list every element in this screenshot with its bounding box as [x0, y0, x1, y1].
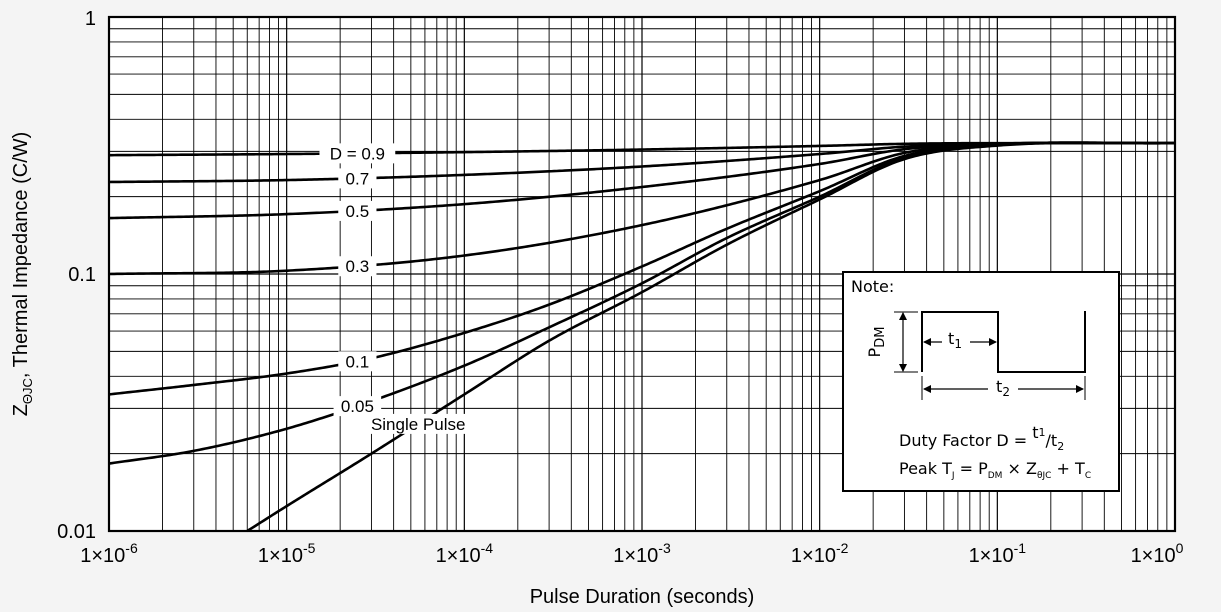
curve-label: Single Pulse [371, 415, 466, 434]
peak-sub4: C [1085, 471, 1091, 481]
peak-tj-formula: Peak TJ = PDM × ZθJC + TC [899, 459, 1091, 481]
duty-factor-formula: Duty Factor D = t1/t2 [899, 423, 1064, 453]
pulse-waveform [921, 311, 1086, 373]
curve-label-background [338, 200, 377, 221]
t1-label-main: t [948, 329, 954, 348]
plot-border [107, 15, 1177, 533]
curve-label: 0.05 [341, 397, 374, 416]
curve-label-background [338, 256, 377, 277]
duty-denominator-sub: 2 [1057, 440, 1064, 453]
duty-slash: /t [1046, 431, 1058, 450]
y-tick-label: 1 [85, 8, 96, 30]
curves [108, 141, 1176, 533]
curve-line [246, 141, 1176, 533]
y-axis-title-suffix: , Thermal Impedance (C/W) [10, 132, 32, 378]
curve-label: D = 0.9 [330, 144, 385, 163]
peak-part3: × Z [1002, 459, 1037, 478]
t2-label: t2 [996, 377, 1010, 399]
t1-arrow-left-icon [923, 338, 931, 346]
pdm-label-main: P [865, 347, 884, 357]
pdm-label-sub: DM [873, 327, 888, 348]
y-tick-labels: 1 0.1 0.01 [57, 8, 96, 543]
pulse-waveform-diagram: PDM t1 t2 [865, 311, 1086, 400]
duty-prefix: Duty Factor D = [899, 431, 1032, 450]
curve-label: 0.3 [346, 257, 370, 276]
x-tick-label: 1×10-6 [80, 540, 138, 567]
t2-label-main: t [996, 377, 1002, 396]
x-axis-title: Pulse Duration (seconds) [530, 586, 755, 608]
y-tick-label: 0.1 [68, 264, 96, 286]
peak-sub3: θJC [1037, 471, 1051, 481]
x-tick-label: 1×10-5 [258, 540, 316, 567]
curve-label-background [319, 143, 396, 164]
note-box: Note: PDM t1 t2 Duty Factor D = t1/t2 Pe… [842, 271, 1120, 492]
x-tick-label: 1×10-3 [613, 540, 671, 567]
x-tick-labels: 1×10-6 1×10-5 1×10-4 1×10-3 1×10-2 1×10-1 1×10… [80, 540, 1183, 567]
y-tick-label: 0.01 [57, 521, 96, 543]
x-tick-label: 1×10-1 [969, 540, 1027, 567]
t2-label-sub: 2 [1002, 385, 1010, 399]
pdm-label: PDM [865, 327, 888, 358]
curve-label: 0.7 [346, 169, 370, 188]
curve-label: 0.5 [346, 202, 370, 221]
grid [108, 17, 1175, 532]
pdm-arrow-up-icon [899, 312, 907, 320]
y-axis-title-prefix: Z [10, 404, 32, 416]
curve-label-background [338, 351, 377, 372]
t2-arrow-left-icon [923, 385, 931, 393]
y-axis-title: ZΘJC, Thermal Impedance (C/W) [10, 132, 35, 417]
note-frame [842, 271, 1120, 492]
y-axis-title-subscript: ΘJC [20, 378, 35, 404]
t1-label: t1 [948, 329, 962, 351]
x-tick-label: 1×10-2 [791, 540, 849, 567]
x-tick-label: 1×100 [1131, 540, 1184, 567]
t1-arrow-right-icon [989, 338, 997, 346]
peak-part1: Peak T [899, 459, 952, 478]
peak-part2: = P [955, 459, 989, 478]
pdm-arrow-down-icon [899, 364, 907, 372]
curve-label-background [333, 396, 382, 417]
duty-numerator: t [1032, 423, 1038, 442]
curve-label-background [356, 413, 480, 434]
note-title: Note: [851, 277, 894, 296]
peak-sub2: DM [988, 471, 1003, 481]
t2-arrow-right-icon [1076, 385, 1084, 393]
peak-part4: + T [1051, 459, 1085, 478]
peak-sub1: J [951, 471, 955, 481]
curve-label: 0.1 [346, 352, 370, 371]
t1-label-sub: 1 [954, 337, 962, 351]
duty-numerator-sub: 1 [1039, 426, 1046, 439]
x-tick-label: 1×10-4 [436, 540, 494, 567]
curve-label-background [338, 168, 377, 189]
